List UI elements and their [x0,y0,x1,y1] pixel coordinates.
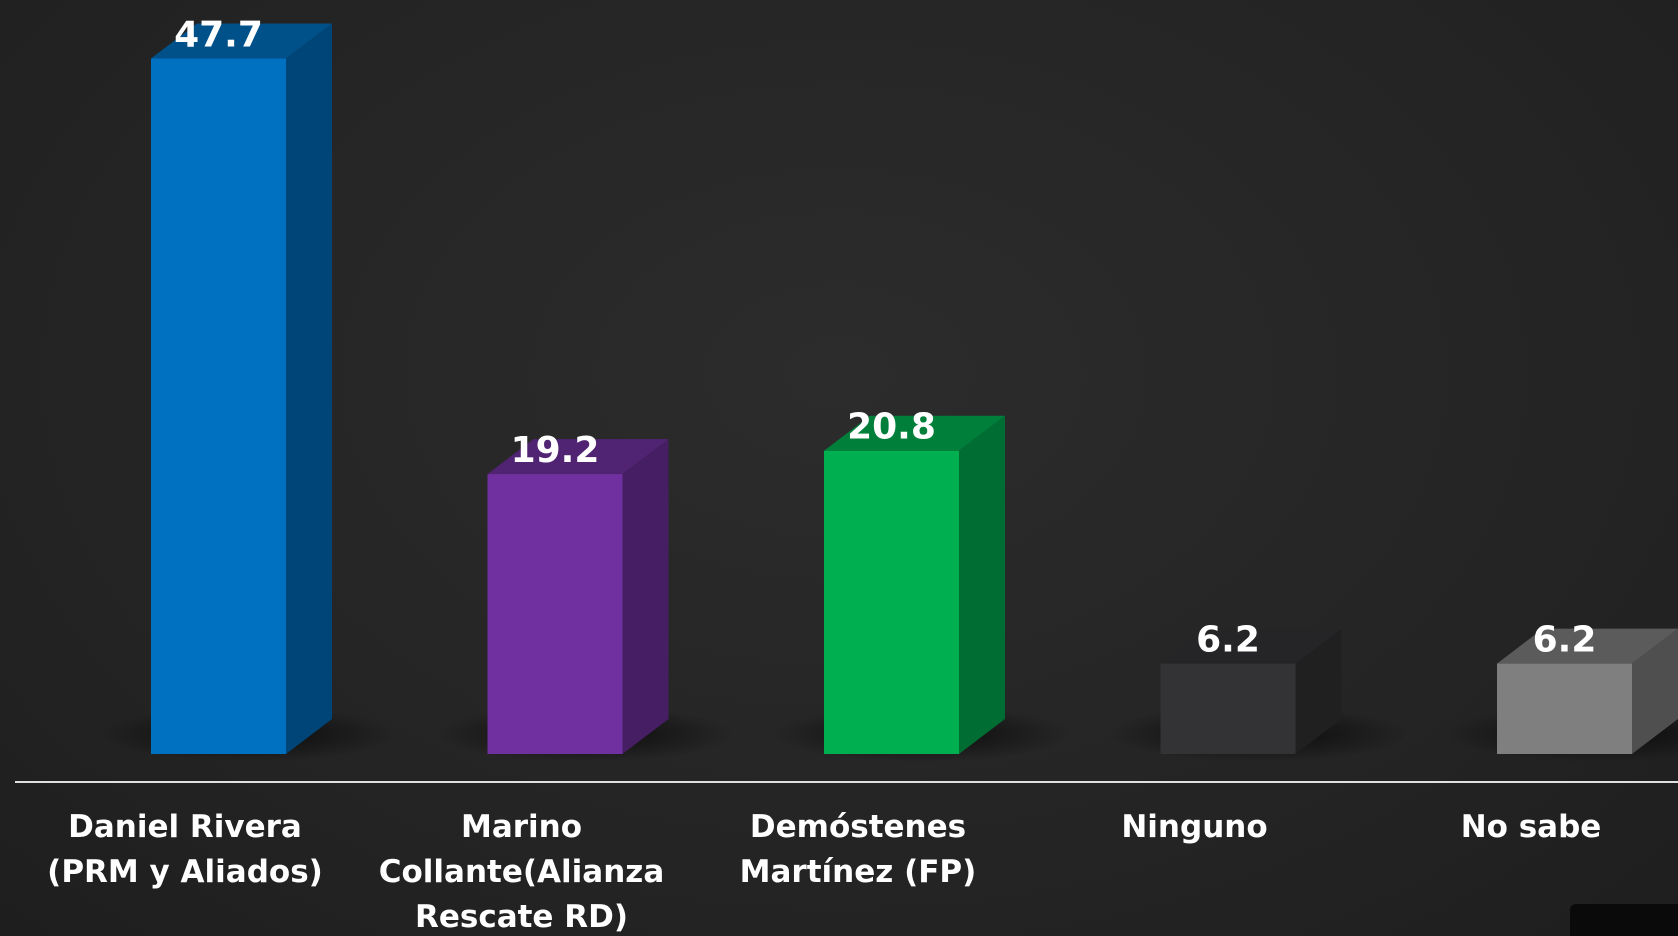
value-label: 19.2 [511,430,600,471]
category-label: Marino Collante(Alianza Rescate RD) [378,809,665,935]
bar-side [1295,628,1342,754]
value-label: 6.2 [1533,620,1597,661]
value-label: 47.7 [174,15,263,56]
bar-top [1160,628,1342,664]
bar-side [959,415,1005,754]
value-label: 6.2 [1196,620,1260,661]
category-label: Daniel Rivera (PRM y Aliados) [47,809,323,890]
value-label: 20.8 [847,407,936,448]
bar [1160,663,1296,754]
bar-top [487,439,669,475]
bar [151,58,286,755]
category-label: Demóstenes Martínez (FP) [739,809,977,890]
bar [1497,663,1632,754]
category-label: No sabe [1460,809,1602,845]
bar-side [1632,628,1678,754]
bar [487,474,623,754]
bar-side [286,23,332,755]
bar-side [622,439,669,754]
corner-tab [1570,904,1678,936]
bar [824,450,959,754]
bar-top [1497,628,1678,664]
bar-top [824,415,1005,451]
bar-top [151,23,332,59]
category-label: Ninguno [1121,809,1268,845]
